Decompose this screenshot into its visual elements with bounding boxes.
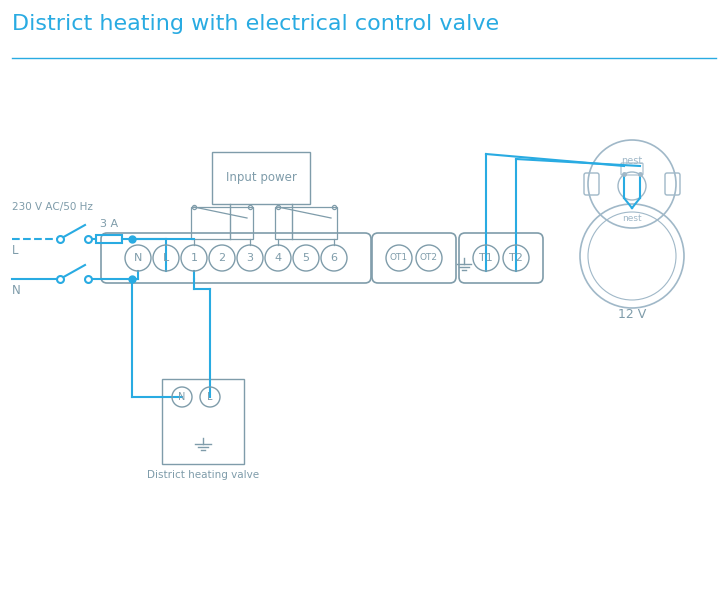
Text: 5: 5 <box>303 253 309 263</box>
Text: 230 V AC/50 Hz: 230 V AC/50 Hz <box>12 202 93 212</box>
Text: L: L <box>12 245 18 258</box>
Text: District heating valve: District heating valve <box>147 470 259 480</box>
Text: OT2: OT2 <box>420 254 438 263</box>
Text: 2: 2 <box>218 253 226 263</box>
Text: 12 V: 12 V <box>618 308 646 321</box>
Text: N: N <box>12 285 21 298</box>
Text: 6: 6 <box>331 253 338 263</box>
Text: 3: 3 <box>247 253 253 263</box>
Text: District heating with electrical control valve: District heating with electrical control… <box>12 14 499 34</box>
Text: N: N <box>134 253 142 263</box>
Text: L: L <box>163 253 169 263</box>
Text: L: L <box>207 392 213 402</box>
Text: nest: nest <box>622 156 643 166</box>
Text: 3 A: 3 A <box>100 219 118 229</box>
Text: T1: T1 <box>479 253 493 263</box>
Text: Input power: Input power <box>226 172 296 185</box>
Text: OT1: OT1 <box>390 254 408 263</box>
Text: 1: 1 <box>191 253 197 263</box>
Text: T2: T2 <box>509 253 523 263</box>
Text: 4: 4 <box>274 253 282 263</box>
Text: N: N <box>178 392 186 402</box>
Text: nest: nest <box>622 214 642 223</box>
